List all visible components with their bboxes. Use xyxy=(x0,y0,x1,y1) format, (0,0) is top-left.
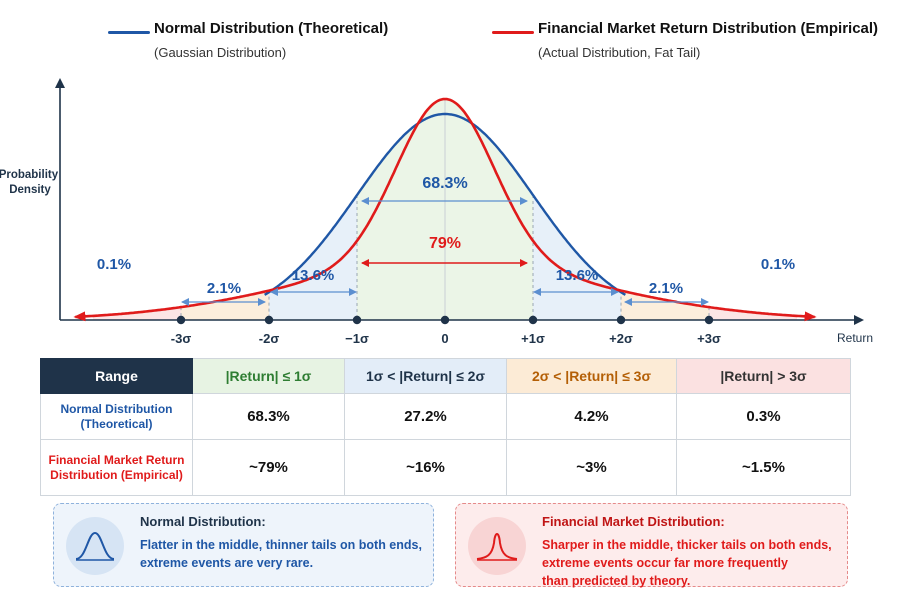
label-tail-left: 0.1% xyxy=(97,256,131,273)
sigma-boundary-lines xyxy=(180,99,710,320)
label-normal-1sigma: 68.3% xyxy=(422,175,467,192)
table-cell: ~16% xyxy=(344,439,507,496)
label-tail-right: 0.1% xyxy=(761,256,795,273)
market-card-line: Sharper in the middle, thicker tails on … xyxy=(542,538,832,552)
distribution-comparison-table: Range |Return| ≤ 1σ 1σ < |Return| ≤ 2σ 2… xyxy=(40,358,851,496)
market-distribution-card: Financial Market Distribution: Sharper i… xyxy=(455,503,848,590)
label-band-left-2-3: 2.1% xyxy=(207,280,241,297)
legend-market-swatch xyxy=(492,31,534,34)
label-band-right-1-2: 13.6% xyxy=(556,267,599,284)
x-tick-label: -2σ xyxy=(259,331,280,346)
x-tick-marker xyxy=(704,315,714,325)
bell-curve-icon xyxy=(66,517,124,575)
table-cell: ~1.5% xyxy=(676,439,851,496)
normal-distribution-card: Normal Distribution: Flatter in the midd… xyxy=(53,503,434,587)
table-cell: 68.3% xyxy=(192,393,345,440)
legend-market-title: Financial Market Return Distribution (Em… xyxy=(538,20,879,37)
x-tick-marker xyxy=(528,315,538,325)
legend-normal-subtitle: (Gaussian Distribution) xyxy=(154,45,287,60)
x-axis-label: Return xyxy=(837,331,873,345)
row-label-normal: Normal Distribution (Theoretical) xyxy=(40,393,193,440)
row-label-market: Financial Market Return Distribution (Em… xyxy=(40,439,193,496)
market-card-title: Financial Market Distribution: xyxy=(542,514,725,529)
x-tick-marker xyxy=(616,315,626,325)
label-band-right-2-3: 2.1% xyxy=(649,280,683,297)
header-1-to-2-sigma: 1σ < |Return| ≤ 2σ xyxy=(344,358,507,394)
x-tick-marker xyxy=(440,315,450,325)
x-tick-marker xyxy=(352,315,362,325)
table-cell: 0.3% xyxy=(676,393,851,440)
header-range: Range xyxy=(40,358,193,394)
table-cell: 27.2% xyxy=(344,393,507,440)
header-beyond-3sigma: |Return| > 3σ xyxy=(676,358,851,394)
legend-normal-title: Normal Distribution (Theoretical) xyxy=(154,20,389,37)
label-band-left-1-2: 13.6% xyxy=(292,267,335,284)
market-card-text: Sharper in the middle, thicker tails on … xyxy=(542,536,832,590)
table-cell: ~3% xyxy=(506,439,677,496)
market-card-line: than predicted by theory. xyxy=(542,574,691,588)
table-cell: ~79% xyxy=(192,439,345,496)
x-tick-label: +2σ xyxy=(609,331,633,346)
table-row: Financial Market Return Distribution (Em… xyxy=(40,439,851,496)
normal-card-line: Flatter in the middle, thinner tails on … xyxy=(140,538,422,552)
header-2-to-3-sigma: 2σ < |Return| ≤ 3σ xyxy=(506,358,677,394)
label-market-1sigma: 79% xyxy=(429,235,461,252)
normal-card-title: Normal Distribution: xyxy=(140,514,266,529)
table-row: Normal Distribution (Theoretical) 68.3% … xyxy=(40,393,851,440)
x-tick-label: +1σ xyxy=(521,331,545,346)
x-tick-label: +3σ xyxy=(697,331,721,346)
x-tick-label: -3σ xyxy=(171,331,192,346)
normal-distribution-curve xyxy=(264,112,626,296)
normal-card-line: extreme events are very rare. xyxy=(140,556,314,570)
legend-market-subtitle: (Actual Distribution, Fat Tail) xyxy=(538,45,701,60)
peaked-bell-curve-icon xyxy=(468,517,526,575)
table-cell: 4.2% xyxy=(506,393,677,440)
header-within-1sigma: |Return| ≤ 1σ xyxy=(192,358,345,394)
distribution-chart: Probability Density Return -3σ -2σ −1σ 0 +1σ… xyxy=(0,78,873,346)
y-axis-label: Probability Density xyxy=(0,169,61,196)
normal-card-text: Flatter in the middle, thinner tails on … xyxy=(140,536,422,572)
market-card-line: extreme events occur far more frequently xyxy=(542,556,788,570)
x-tick-marker xyxy=(264,315,274,325)
legend-normal-swatch xyxy=(108,31,150,34)
table-header-row: Range |Return| ≤ 1σ 1σ < |Return| ≤ 2σ 2… xyxy=(40,358,851,394)
x-tick-label: 0 xyxy=(441,331,448,346)
x-tick-label: −1σ xyxy=(345,331,369,346)
x-tick-marker xyxy=(176,315,186,325)
